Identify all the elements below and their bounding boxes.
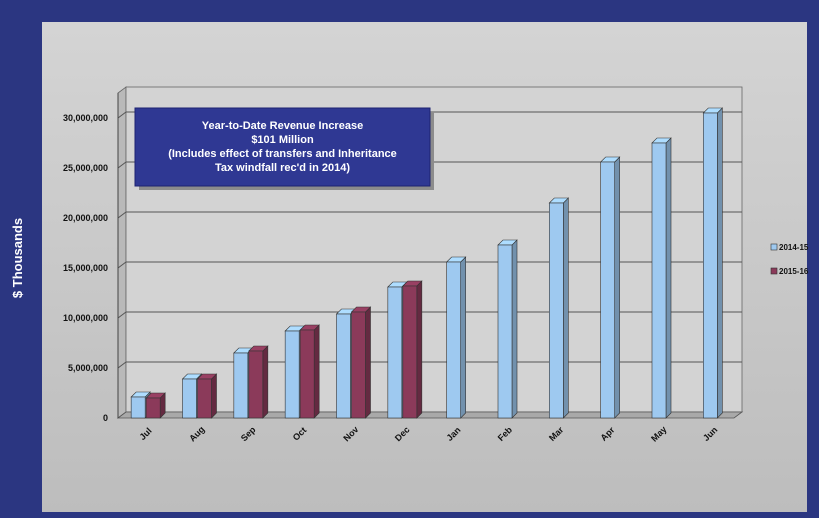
- bar-2014-15: [549, 202, 564, 419]
- bar-2015-16: [145, 397, 161, 419]
- y-tick-label: 10,000,000: [63, 313, 108, 323]
- gridline-side: [117, 161, 127, 169]
- y-tick-label: 5,000,000: [68, 363, 108, 373]
- bar-2014-15: [703, 112, 718, 419]
- y-tick-label: 15,000,000: [63, 263, 108, 273]
- y-tick-label: 20,000,000: [63, 213, 108, 223]
- annotation-line: (Includes effect of transfers and Inheri…: [168, 148, 397, 160]
- bar-2015-16: [402, 285, 418, 419]
- bar-2014-15-side: [614, 156, 620, 419]
- annotation-line: Tax windfall rec'd in 2014): [215, 162, 350, 174]
- y-tick-label: 0: [103, 413, 108, 423]
- legend-label: 2015-16: [779, 267, 809, 276]
- gridline-side: [117, 311, 127, 319]
- bar-2015-16-side: [313, 324, 320, 419]
- bar-2014-15-side: [563, 197, 569, 419]
- annotation-line: $101 Million: [251, 134, 314, 146]
- bar-2015-16: [299, 329, 315, 419]
- bar-2014-15: [651, 142, 667, 419]
- bar-2015-16-side: [211, 373, 217, 419]
- side-wall: [117, 86, 127, 419]
- bar-2015-16: [248, 350, 264, 419]
- gridline-side: [117, 361, 127, 369]
- gridline-side: [117, 261, 127, 269]
- bar-2014-15: [182, 378, 197, 419]
- bar-2014-15-side: [665, 137, 672, 419]
- bar-2014-15: [497, 244, 513, 419]
- bar-2014-15: [600, 161, 615, 419]
- legend-label: 2014-15: [779, 243, 809, 252]
- bar-2014-15: [446, 261, 461, 419]
- bar-2015-16: [351, 311, 366, 419]
- bar-2014-15: [233, 352, 249, 419]
- bar-2014-15: [130, 396, 146, 419]
- legend-swatch: [770, 243, 778, 251]
- bar-2014-15-side: [717, 107, 723, 419]
- gridline-side: [117, 211, 127, 219]
- bar-2014-15: [284, 330, 300, 419]
- legend-swatch: [770, 267, 778, 275]
- y-tick-label: 30,000,000: [63, 113, 108, 123]
- floor: [116, 411, 744, 419]
- y-tick-label: 25,000,000: [63, 163, 108, 173]
- annotation-box: [134, 107, 431, 187]
- bar-2015-16-side: [365, 306, 371, 419]
- bar-2014-15: [336, 313, 351, 419]
- bar-2015-16-side: [262, 345, 269, 419]
- annotation-line: Year-to-Date Revenue Increase: [202, 120, 363, 132]
- bar-2014-15-side: [511, 239, 518, 419]
- bar-2015-16-side: [416, 280, 423, 419]
- bar-2014-15: [387, 286, 403, 419]
- y-axis-title: $ Thousands: [10, 218, 25, 298]
- bar-2014-15-side: [460, 256, 466, 419]
- gridline-side: [117, 111, 127, 119]
- bar-2015-16: [197, 378, 212, 419]
